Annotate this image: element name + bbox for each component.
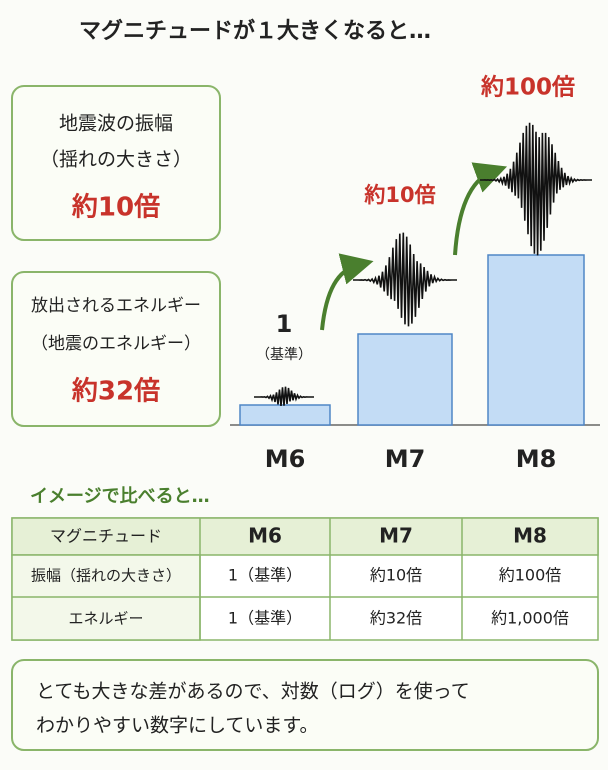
table-cell: 約1,000倍 <box>491 609 569 628</box>
box-line: （揺れの大きさ） <box>40 149 192 171</box>
table-cell: 1（基準） <box>228 609 302 628</box>
footer-line: とても大きな差があるので、対数（ログ）を使って <box>36 681 470 703</box>
box-line: （地震のエネルギー） <box>31 334 201 354</box>
bar <box>487 254 585 426</box>
box-line: 地震波の振幅 <box>59 113 173 135</box>
comparison-table: マグニチュード M6 M7 M8 振幅（揺れの大きさ） 1（基準） 約10倍 約100倍エネル… <box>11 517 599 641</box>
annotation: 1 <box>276 310 293 338</box>
table-cell: 約32倍 <box>370 609 422 628</box>
annotation: （基準） <box>256 346 312 363</box>
subheading: イメージで比べると… <box>30 486 210 507</box>
table-header-cell: マグニチュード <box>50 527 162 546</box>
table-cell: 約100倍 <box>499 566 562 585</box>
annotation: 約100倍 <box>480 74 575 101</box>
table-cell: エネルギー <box>68 610 143 628</box>
table-cell: 振幅（揺れの大きさ） <box>31 567 181 585</box>
table-cell: 約10倍 <box>370 566 422 585</box>
bar-label: M6 <box>265 445 306 473</box>
bar <box>357 333 453 426</box>
footer-line: わかりやすい数字にしています。 <box>36 715 319 737</box>
table-header-cell: M6 <box>248 524 282 548</box>
box-value: 約32倍 <box>71 376 160 407</box>
table-header-cell: M7 <box>379 524 413 548</box>
info-box <box>11 271 221 427</box>
seismic-wave <box>480 122 592 256</box>
arrow <box>453 162 508 256</box>
bar <box>239 404 331 426</box>
box-value: 約10倍 <box>71 192 160 223</box>
table-cell: 1（基準） <box>228 566 302 585</box>
table-header-bg <box>11 517 599 556</box>
annotation: 約10倍 <box>363 183 435 207</box>
bar-label: M8 <box>516 445 557 473</box>
seismic-wave <box>254 386 314 406</box>
info-box <box>11 85 221 241</box>
footer-box <box>11 659 599 751</box>
title: マグニチュードが１大きくなると… <box>79 18 431 44</box>
table-header-cell: M8 <box>513 524 547 548</box>
bar-label: M7 <box>385 445 426 473</box>
box-line: 放出されるエネルギー <box>31 296 201 316</box>
arrow <box>320 253 374 331</box>
seismic-wave <box>353 232 457 327</box>
